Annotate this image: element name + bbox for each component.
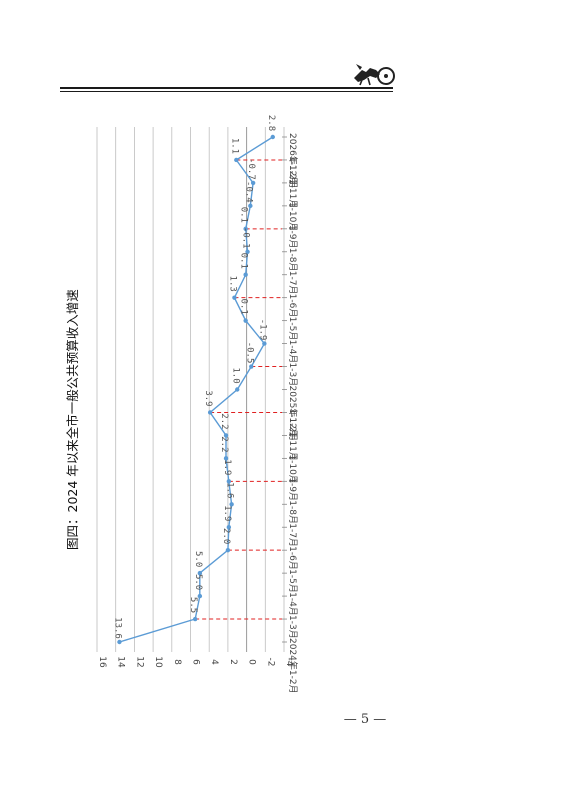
- data-point: [225, 547, 231, 553]
- x-tick-label: 1-11月: [287, 179, 298, 208]
- data-point: [234, 157, 239, 163]
- data-label: -0.7: [246, 158, 256, 180]
- data-label: -0.4: [243, 181, 253, 203]
- x-tick-label: 1-7月: [287, 523, 298, 547]
- data-label: 0.1: [239, 207, 249, 223]
- data-label: 0.1: [239, 253, 249, 269]
- horse-carriage-logo: [354, 64, 395, 86]
- x-tick-label: 1-4月: [287, 340, 298, 364]
- data-point: [243, 226, 248, 232]
- figure-title: 图四：2024 年以来全市一般公共预算收入增速: [65, 289, 80, 550]
- x-tick-label: 1-9月: [287, 225, 298, 249]
- x-category-labels: 2024年1-2月1-3月1-4月1-5月1-6月1-7月1-8月1-9月1-1…: [282, 133, 299, 694]
- data-point: [226, 479, 232, 484]
- data-point: [117, 639, 122, 645]
- data-label: 1.9: [222, 505, 232, 521]
- data-label: 5.0: [193, 574, 203, 590]
- x-tick-label: 1-8月: [287, 248, 298, 272]
- x-tick-label: 1-10月: [287, 202, 298, 231]
- x-tick-label: 1-3月: [287, 615, 298, 639]
- data-label: 3.9: [203, 390, 213, 406]
- y-tick-label: 8: [172, 659, 182, 665]
- x-tick-label: 1-11月: [287, 431, 298, 460]
- data-point: [226, 525, 232, 530]
- data-point: [262, 341, 267, 346]
- y-tick-label: 12: [134, 656, 144, 667]
- quarter-markers: [195, 159, 282, 620]
- y-tick-label: 4: [209, 659, 219, 665]
- y-tick-label: 14: [116, 656, 126, 668]
- data-point: [192, 616, 198, 622]
- y-tick-label: -2: [265, 658, 275, 667]
- x-tick-label: 2025年1-2月: [287, 386, 299, 442]
- data-points: [117, 134, 275, 645]
- header-rule: [60, 87, 393, 89]
- data-label: 1.1: [229, 138, 239, 154]
- y-tick-label: 0: [247, 659, 257, 665]
- x-tick-label: 1-4月: [287, 592, 298, 616]
- data-label: 0.1: [239, 299, 249, 315]
- x-tick-label: 1-3月: [287, 363, 298, 387]
- gridlines: [96, 127, 285, 652]
- data-point: [270, 134, 275, 140]
- y-tick-label: 10: [153, 656, 163, 668]
- data-point: [223, 433, 229, 438]
- x-tick-label: 2024年1-2月: [287, 638, 299, 694]
- data-point: [229, 502, 234, 507]
- data-label: 5.5: [188, 597, 198, 613]
- y-tick-label: 2: [228, 659, 238, 665]
- data-point: [232, 295, 237, 300]
- data-label: 2.2: [219, 436, 229, 452]
- data-point: [223, 456, 229, 461]
- y-tick-label: 16: [97, 656, 107, 668]
- y-tick-label: 6: [191, 659, 201, 665]
- x-tick-label: 1-10月: [287, 454, 298, 483]
- data-label: 1.6: [225, 482, 235, 498]
- data-label: 5.0: [193, 551, 203, 567]
- x-tick-label: 1-9月: [287, 477, 298, 501]
- header-rule-thin: [60, 91, 393, 92]
- data-point: [197, 570, 203, 576]
- data-label: 1.9: [222, 459, 232, 475]
- x-tick-label: 1-7月: [287, 271, 298, 295]
- data-point: [250, 180, 256, 186]
- y-tick-labels: 16 14 12 10 8 6 4 2 0 -2 -4: [97, 656, 294, 668]
- data-label: 2.8: [266, 115, 276, 131]
- x-tick-label: 2026年1-2月: [287, 133, 299, 189]
- data-label: 2.2: [219, 413, 229, 429]
- x-tick-label: 1-6月: [287, 546, 298, 570]
- x-tick-label: 1-5月: [287, 317, 298, 341]
- x-tick-label: 1-5月: [287, 569, 298, 593]
- y-tick-label: -4: [284, 658, 294, 667]
- x-tick-label: 1-12月: [287, 408, 298, 437]
- data-point: [248, 203, 253, 209]
- data-labels: 13.6 5.5 5.0 5.0 2.0 1.9 1.6 1.9 2.2 2.2 3.9 1.0 -0.…: [112, 115, 275, 639]
- x-tick-label: 1-12月: [287, 156, 298, 185]
- data-label: 1.0: [230, 367, 240, 383]
- figure-title-text: 图四：2024 年以来全市一般公共预算收入增速: [65, 289, 80, 550]
- data-point: [243, 318, 248, 323]
- data-label: 13.6: [112, 617, 122, 639]
- data-label: 1.3: [227, 276, 237, 292]
- page-number: — 5 —: [343, 712, 387, 727]
- data-label: 2.0: [221, 528, 231, 544]
- data-point: [249, 364, 254, 369]
- data-point: [235, 387, 240, 392]
- x-tick-label: 1-8月: [287, 500, 298, 524]
- data-label: -0.1: [241, 227, 251, 249]
- data-point: [207, 410, 213, 415]
- data-label: -1.9: [257, 319, 267, 341]
- data-point: [197, 593, 203, 599]
- data-point: [245, 249, 250, 254]
- data-point: [243, 272, 248, 277]
- x-tick-label: 1-6月: [287, 294, 298, 318]
- data-label: -0.5: [244, 342, 254, 364]
